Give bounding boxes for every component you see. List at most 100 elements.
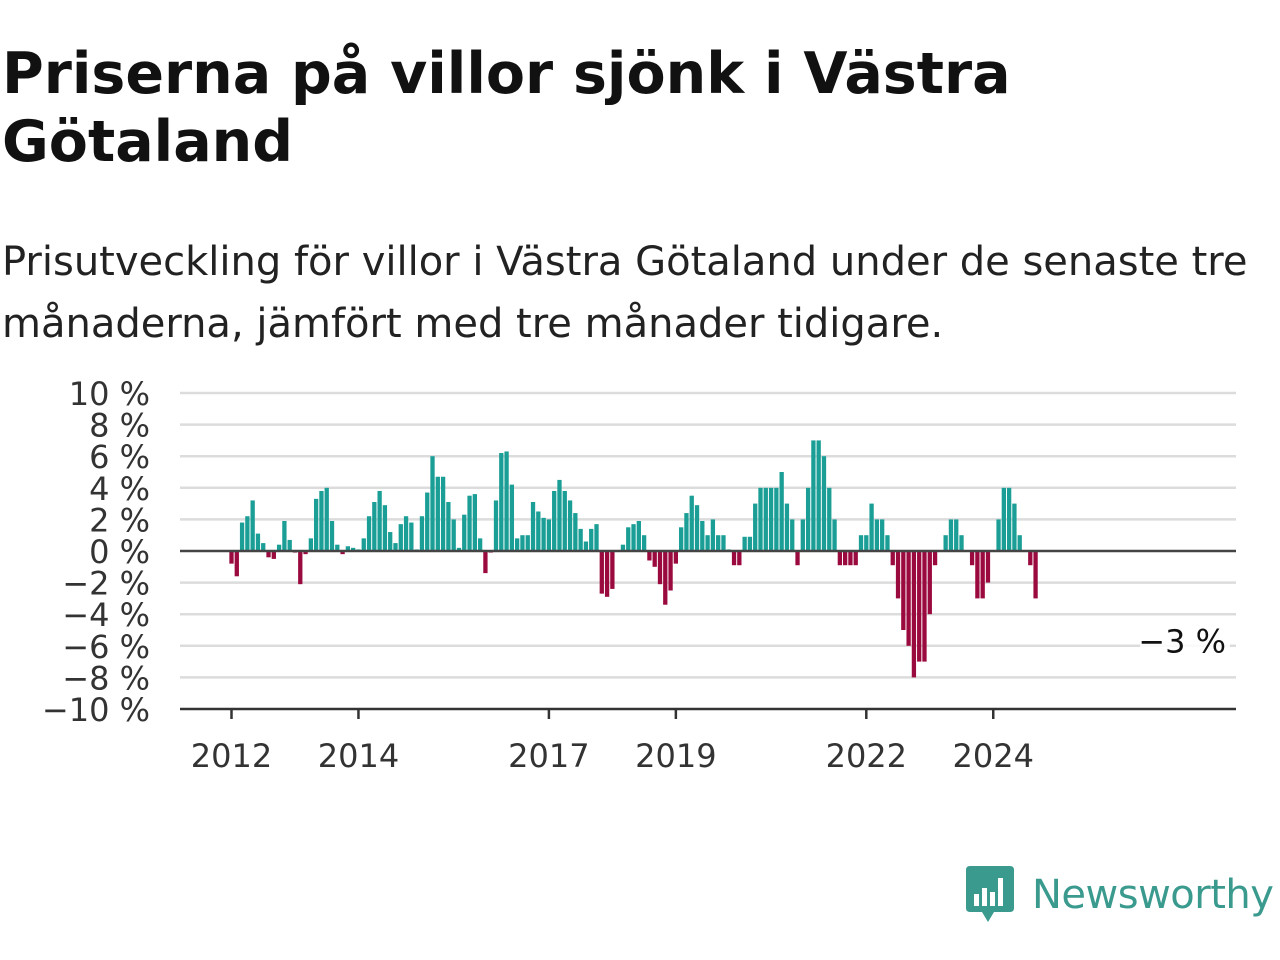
bar: [567, 500, 573, 551]
bar: [562, 490, 567, 551]
bar: [800, 519, 805, 551]
bar: [377, 490, 382, 551]
bar: [880, 519, 885, 551]
bar: [446, 502, 451, 551]
bar: [1033, 551, 1038, 599]
bar: [361, 538, 366, 551]
y-axis-labels: 10 %8 %6 %4 %2 %0 %−2 %−4 %−6 %−8 %−10 %: [42, 375, 150, 729]
bar: [853, 551, 858, 566]
bar: [440, 476, 446, 551]
bar: [509, 484, 515, 551]
bar: [737, 551, 742, 566]
bar: [462, 514, 467, 551]
bar: [403, 516, 409, 551]
bar: [885, 535, 890, 551]
chart-subtitle: Prisutveckling för villor i Västra Götal…: [2, 239, 1248, 347]
bar: [795, 551, 800, 566]
bar-chart: 10 %8 %6 %4 %2 %0 %−2 %−4 %−6 %−8 %−10 %…: [42, 375, 1236, 775]
bar: [1017, 535, 1022, 551]
bar: [589, 528, 594, 551]
bar: [340, 551, 345, 555]
bar: [842, 551, 848, 566]
bar: [948, 519, 954, 551]
bar: [721, 535, 726, 551]
bar: [536, 511, 541, 551]
bar: [351, 547, 356, 551]
y-tick-label: −10 %: [42, 691, 150, 729]
bar: [668, 551, 673, 591]
bar: [911, 551, 917, 678]
bar: [1012, 503, 1017, 551]
bar: [832, 519, 837, 551]
bar: [954, 519, 959, 551]
bar: [747, 536, 753, 551]
bar: [255, 533, 261, 551]
bar: [583, 541, 589, 551]
x-tick-label: 2019: [635, 737, 716, 775]
bar: [996, 519, 1001, 551]
bar: [731, 551, 737, 566]
bar: [477, 538, 483, 551]
bar: [250, 500, 255, 551]
bar: [848, 551, 853, 566]
bar: [557, 479, 562, 551]
bar: [858, 535, 864, 551]
bar: [409, 522, 414, 551]
bar: [636, 520, 641, 551]
bar: [451, 519, 456, 551]
bar: [578, 528, 583, 551]
bar: [282, 520, 287, 551]
bar: [753, 503, 758, 551]
x-tick-label: 2014: [318, 737, 399, 775]
bar: [906, 551, 911, 646]
bar: [594, 524, 599, 551]
x-axis-ticks: 2012 2014 2017 2019 2022 2024: [191, 709, 1034, 775]
bar: [345, 546, 351, 551]
bar: [816, 440, 821, 551]
x-tick-label: 2017: [508, 737, 589, 775]
bar: [874, 519, 880, 551]
bar: [552, 490, 557, 551]
bar: [308, 538, 313, 551]
newsworthy-logo-icon: [966, 866, 1014, 922]
annotation-background: [1140, 622, 1230, 663]
bar: [287, 539, 292, 551]
bar: [499, 453, 504, 551]
bar: [483, 551, 488, 574]
bar: [647, 551, 652, 561]
bar: [324, 487, 329, 551]
bar: [784, 503, 790, 551]
bar: [239, 522, 245, 551]
bar: [821, 456, 827, 551]
y-tick-label: 10 %: [69, 375, 150, 413]
bar: [546, 519, 552, 551]
bar: [790, 519, 795, 551]
y-tick-label: 8 %: [89, 407, 150, 445]
bar: [869, 503, 874, 551]
bar: [382, 505, 388, 551]
bar: [657, 551, 663, 585]
bar: [1006, 487, 1012, 551]
y-tick-label: −4 %: [62, 596, 150, 634]
bar: [917, 551, 922, 662]
y-tick-label: 6 %: [89, 438, 150, 476]
bar: [515, 538, 520, 551]
bar: [303, 551, 308, 555]
bar: [604, 551, 610, 597]
bar: [827, 487, 832, 551]
bar: [430, 456, 435, 551]
bar: [758, 487, 763, 551]
y-tick-label: −6 %: [62, 628, 150, 666]
bar: [261, 543, 266, 551]
x-tick-label: 2024: [953, 737, 1034, 775]
bar: [1001, 487, 1006, 551]
bar: [610, 551, 615, 589]
newsworthy-logo: Newsworthy: [964, 864, 1274, 926]
bar: [599, 551, 604, 594]
chart-title: Priserna på villor sjönk i Västra Götala…: [2, 41, 1011, 175]
bar: [652, 551, 657, 567]
y-tick-label: −2 %: [62, 565, 150, 603]
bar: [372, 502, 377, 551]
bar: [927, 551, 932, 615]
bar: [366, 516, 372, 551]
